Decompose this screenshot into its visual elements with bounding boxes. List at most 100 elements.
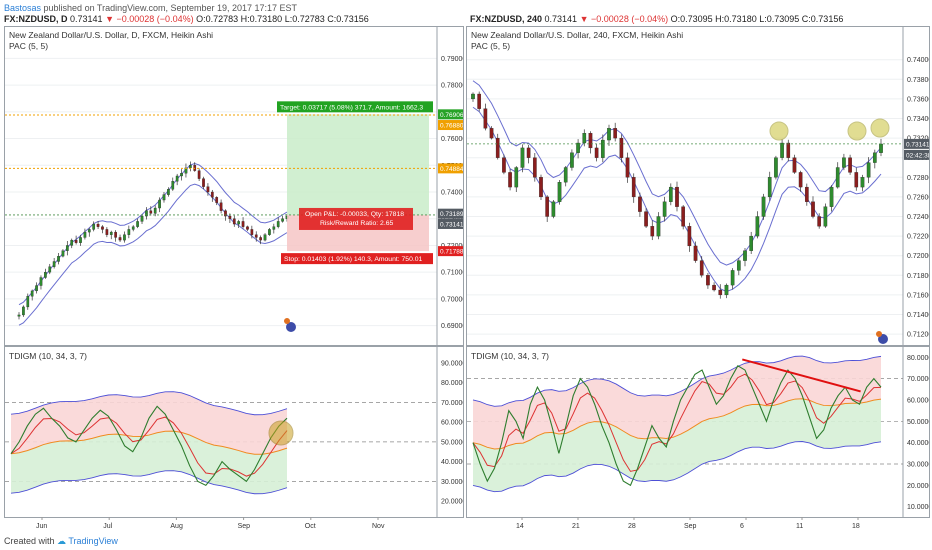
candle <box>804 186 809 202</box>
left-osc-label: TDIGM (10, 34, 3, 7) <box>9 351 87 361</box>
candle <box>495 137 500 158</box>
candle <box>588 133 593 149</box>
candle <box>57 255 60 262</box>
signal-line <box>472 373 882 472</box>
candle <box>835 167 840 188</box>
candle <box>687 226 692 247</box>
candle <box>118 237 122 241</box>
candle <box>48 266 52 273</box>
candle <box>532 157 537 178</box>
candle <box>246 226 249 230</box>
right-change: −0.00028 (−0.04%) <box>591 14 669 24</box>
candle <box>563 167 568 183</box>
candle <box>551 201 556 217</box>
reward-zone <box>287 114 429 215</box>
candle <box>866 162 871 178</box>
candle <box>281 218 284 222</box>
candle <box>167 189 170 195</box>
right-price-chart[interactable]: 0.740000.738000.736000.734000.732000.730… <box>467 27 929 345</box>
candle <box>545 196 550 217</box>
candle <box>202 178 205 187</box>
candle <box>576 142 580 153</box>
candle <box>638 196 642 212</box>
time-tick-label: Jun <box>36 523 47 530</box>
candle <box>96 223 100 227</box>
candle <box>526 147 531 158</box>
time-tick-label: 18 <box>852 523 860 530</box>
candle <box>582 133 587 144</box>
left-symbol[interactable]: FX:NZDUSD, D <box>4 14 68 24</box>
candle <box>557 182 562 202</box>
candle <box>180 173 183 177</box>
left-time-axis[interactable]: Jun Jul Aug Sep Oct Nov <box>4 517 462 531</box>
osc-tick-label: 20.00000 <box>441 499 463 506</box>
right-symbol[interactable]: FX:NZDUSD, 240 <box>470 14 543 24</box>
author-link[interactable]: Bastosas <box>4 3 42 13</box>
candle <box>823 206 828 227</box>
candle <box>755 216 760 237</box>
candle <box>625 157 630 178</box>
time-tick-label: 14 <box>516 523 524 530</box>
left-change: −0.00028 (−0.04%) <box>116 14 194 24</box>
candle <box>749 235 754 251</box>
left-osc-panel[interactable]: 90.00000 80.00000 70.00000 60.00000 50.00000… <box>4 346 464 518</box>
footer-brand[interactable]: TradingView <box>68 536 118 546</box>
candle <box>44 272 47 278</box>
candle <box>158 199 161 209</box>
rsi-line <box>472 365 882 487</box>
candle <box>123 234 126 241</box>
candle <box>675 186 679 207</box>
right-price-panel[interactable]: 0.740000.738000.736000.734000.732000.730… <box>466 26 930 346</box>
candle <box>879 143 883 153</box>
right-open: O:0.73095 <box>670 14 713 24</box>
candle <box>197 170 201 179</box>
right-osc-label: TDIGM (10, 34, 3, 7) <box>471 351 549 361</box>
left-price-tag-bg <box>438 246 463 257</box>
time-tick-label: 11 <box>796 523 803 530</box>
mid-band-line <box>472 398 882 450</box>
osc-tick-label: 40.00000 <box>441 459 463 466</box>
left-price-tag-bg <box>438 218 463 229</box>
candle <box>798 172 803 188</box>
candle <box>105 229 109 235</box>
candle <box>268 229 271 235</box>
osc-tick-label: 50.00000 <box>441 439 463 446</box>
osc-tick-label: 60.00000 <box>441 420 463 427</box>
candle <box>619 137 624 158</box>
candle <box>860 177 865 188</box>
candle <box>241 221 245 227</box>
candle <box>514 167 519 188</box>
right-close: C:0.73156 <box>801 14 844 24</box>
upper-band-fill <box>11 391 287 455</box>
time-tick-label: 28 <box>628 523 636 530</box>
publish-info: published on TradingView.com, September … <box>41 3 298 13</box>
left-osc-chart[interactable]: 90.00000 80.00000 70.00000 60.00000 50.00000… <box>5 347 463 517</box>
candle <box>489 128 494 139</box>
osc-tick-label: 80.00000 <box>441 380 463 387</box>
time-tick-label: Sep <box>238 523 251 530</box>
candle <box>631 177 636 198</box>
right-time-axis[interactable]: 14 21 28 Sep 6 11 18 <box>466 517 928 531</box>
stop-label-bg <box>281 253 433 265</box>
candle <box>114 231 117 238</box>
candle <box>570 152 574 168</box>
event-flag-icon <box>284 318 290 324</box>
left-price-tag-bg <box>438 163 463 174</box>
candle <box>153 207 157 214</box>
candle <box>607 128 611 141</box>
candle <box>70 239 74 246</box>
left-price-panel[interactable]: 0.790000.780000.770000.760000.750000.740… <box>4 26 464 346</box>
candle <box>786 142 791 158</box>
candle <box>259 237 262 241</box>
candle <box>724 284 729 296</box>
left-price-chart[interactable]: 0.790000.780000.770000.760000.750000.740… <box>5 27 463 345</box>
candle <box>250 229 254 235</box>
candle <box>272 226 276 230</box>
candle <box>215 197 219 203</box>
left-price-tag: 0.73141 <box>440 221 463 228</box>
